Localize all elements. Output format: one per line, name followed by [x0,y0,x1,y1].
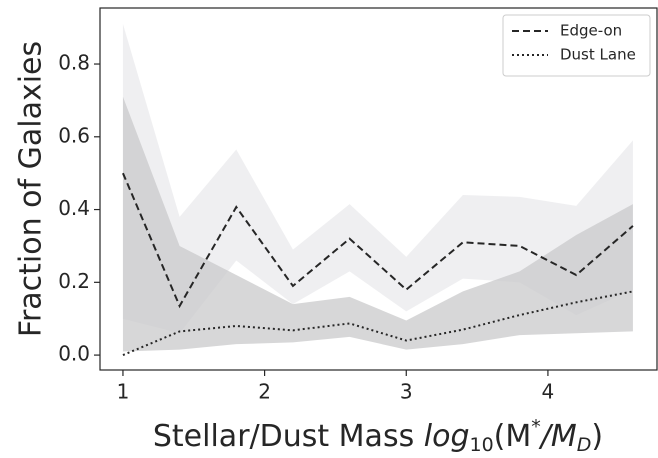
y-tick-label: 0.4 [58,196,90,220]
x-axis-label-part: log [424,419,470,454]
legend-label: Edge-on [560,22,622,40]
bands [122,24,633,352]
series-line [122,290,634,357]
x-tick-label: 4 [542,380,555,404]
x-axis-label: Stellar/Dust Mass log10(M*/MD) [153,416,603,456]
legend-label: Dust Lane [560,46,636,64]
x-axis-label-part: /M [538,419,577,454]
y-tick-label: 0.0 [58,342,90,366]
y-tick-label: 0.8 [58,51,90,75]
x-axis-label-part: D [577,434,592,456]
y-axis-label: Fraction of Galaxies [14,41,49,337]
x-tick-label: 1 [117,380,130,404]
series-line [122,172,634,309]
x-tick-label: 2 [258,380,271,404]
x-axis-label-part: ) [591,419,603,454]
plot-frame [99,7,658,371]
x-axis-label-part: (M [494,419,532,454]
x-tick-label: 3 [400,380,413,404]
y-tick-label: 0.6 [58,123,90,147]
y-tick-label: 0.2 [58,269,90,293]
confidence-band [122,24,633,334]
x-axis-label-part: * [531,416,541,438]
confidence-band [122,96,633,352]
lines [122,172,634,357]
x-axis-label-part: Stellar/Dust Mass [153,419,424,454]
x-axis-label-part: 10 [469,434,493,456]
